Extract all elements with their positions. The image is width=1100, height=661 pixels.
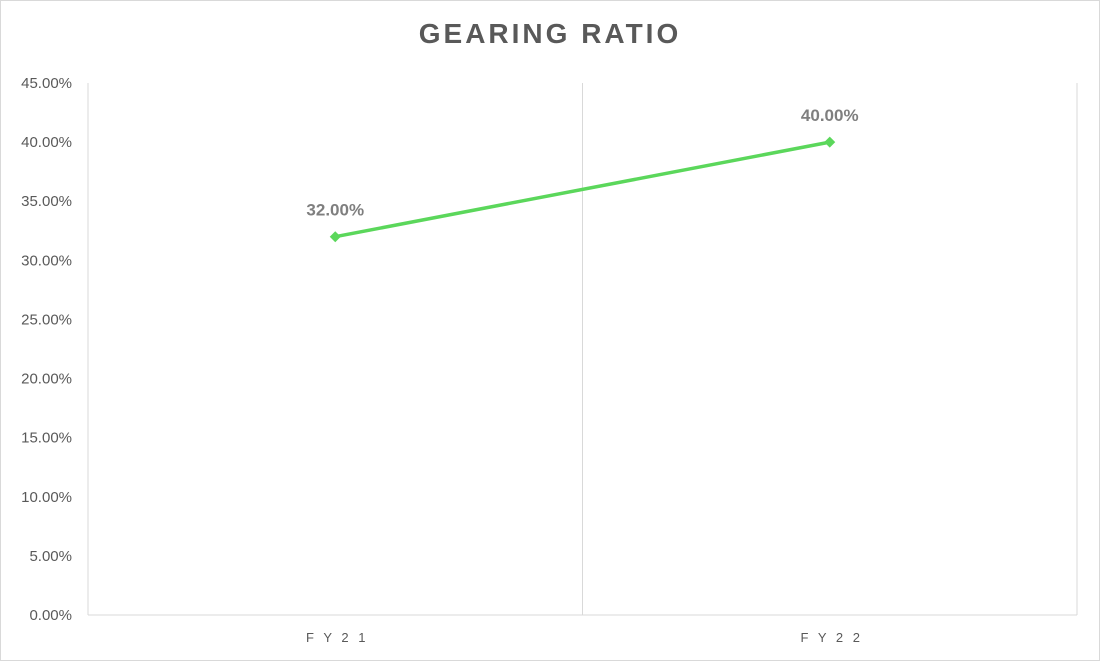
data-label: 32.00% — [306, 201, 364, 220]
y-tick-label: 35.00% — [21, 193, 72, 210]
data-point-marker — [329, 231, 341, 243]
y-tick-label: 20.00% — [21, 371, 72, 388]
series — [329, 136, 836, 243]
y-tick-label: 25.00% — [21, 311, 72, 328]
chart-title: GEARING RATIO — [418, 18, 682, 49]
x-axis-category-labels: F Y 2 1 F Y 2 2 — [306, 630, 863, 645]
y-tick-label: 30.00% — [21, 252, 72, 269]
x-category-label: F Y 2 2 — [801, 630, 863, 645]
data-label: 40.00% — [801, 106, 859, 125]
y-tick-label: 15.00% — [21, 430, 72, 447]
y-tick-label: 5.00% — [29, 548, 72, 565]
data-labels: 32.00% 40.00% — [306, 106, 858, 220]
series-line — [334, 140, 831, 239]
x-category-label: F Y 2 1 — [306, 630, 368, 645]
y-tick-label: 40.00% — [21, 134, 72, 151]
data-point-marker — [824, 136, 836, 148]
y-tick-label: 0.00% — [29, 607, 72, 624]
y-tick-label: 10.00% — [21, 489, 72, 506]
grid-lines — [87, 83, 1078, 615]
y-axis-tick-labels: 0.00% 5.00% 10.00% 15.00% 20.00% 25.00% 30.00%… — [21, 75, 72, 624]
y-tick-label: 45.00% — [21, 75, 72, 92]
